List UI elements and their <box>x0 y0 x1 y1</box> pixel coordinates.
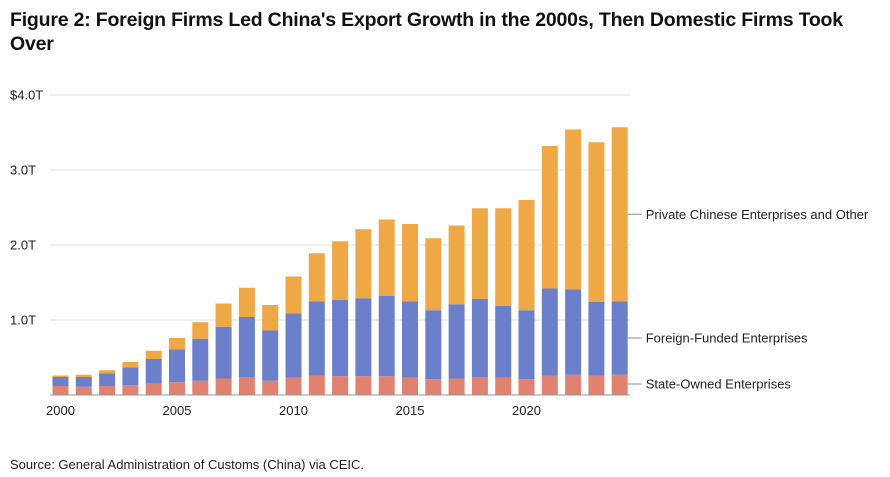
bar-segment <box>425 238 442 311</box>
bar-segment <box>238 317 255 377</box>
bar-segment <box>145 359 162 384</box>
bar-segment <box>308 301 325 376</box>
bar-segment <box>588 142 605 302</box>
x-tick-label: 2020 <box>512 403 541 418</box>
bar-segment <box>238 377 255 395</box>
bar-segment <box>285 276 302 314</box>
bar-segment <box>285 377 302 395</box>
x-tick-label: 2005 <box>163 403 192 418</box>
bar-series <box>52 127 628 395</box>
bar-segment <box>495 208 512 306</box>
bar-segment <box>99 370 116 374</box>
bar-segment <box>169 382 185 395</box>
bar-segment <box>565 129 582 290</box>
legend: State-Owned Enterprises Foreign-Funded En… <box>627 207 869 392</box>
bar-segment <box>169 338 185 350</box>
bar-segment <box>75 386 92 395</box>
bar-segment <box>192 380 209 395</box>
bar-segment <box>425 310 442 380</box>
bar-segment <box>425 379 442 395</box>
bar-segment <box>192 322 209 339</box>
bar-segment <box>518 200 535 311</box>
bar-segment <box>75 377 92 387</box>
chart-title: Figure 2: Foreign Firms Led China's Expo… <box>10 8 885 56</box>
y-tick-label: 3.0T <box>10 163 36 178</box>
bar-segment <box>495 377 512 395</box>
bar-segment <box>355 376 372 395</box>
bar-segment <box>99 386 116 395</box>
bar-segment <box>332 376 349 395</box>
bar-segment <box>402 224 418 302</box>
bar-segment <box>355 298 372 377</box>
bar-segment <box>52 375 69 377</box>
bar-segment <box>378 376 395 395</box>
bar-segment <box>215 326 232 379</box>
bar-segment <box>332 241 349 300</box>
bar-segment <box>192 338 209 381</box>
legend-label: Private Chinese Enterprises and Other <box>646 207 869 222</box>
bar-segment <box>448 225 465 305</box>
bar-segment <box>611 127 628 302</box>
bar-segment <box>52 386 69 395</box>
bar-segment <box>122 367 139 386</box>
bar-segment <box>238 287 255 317</box>
bar-segment <box>378 296 395 377</box>
bar-segment <box>378 219 395 296</box>
bar-segment <box>308 253 325 302</box>
y-tick-label: 1.0T <box>10 313 36 328</box>
bar-segment <box>122 385 139 395</box>
bar-segment <box>145 383 162 395</box>
bar-segment <box>75 374 92 377</box>
y-tick-label: $4.0T <box>10 88 43 103</box>
bar-segment <box>541 146 558 289</box>
bar-segment <box>332 299 349 377</box>
bar-segment <box>495 305 512 378</box>
bar-segment <box>402 301 418 378</box>
bar-segment <box>402 377 418 395</box>
bar-segment <box>541 375 558 395</box>
axes: 1.0T 2.0T 3.0T $4.0T 2000 2005 2010 2015 2020 <box>10 88 630 418</box>
bar-segment <box>611 374 628 395</box>
legend-label: State-Owned Enterprises <box>646 377 792 392</box>
bar-segment <box>588 302 605 376</box>
bar-segment <box>262 305 279 331</box>
bar-segment <box>588 375 605 395</box>
bar-segment <box>541 288 558 376</box>
x-tick-label: 2000 <box>46 403 75 418</box>
bar-segment <box>448 304 465 379</box>
bar-segment <box>611 301 628 375</box>
bar-segment <box>565 289 582 375</box>
bar-segment <box>122 362 139 368</box>
x-tick-label: 2015 <box>396 403 425 418</box>
figure-title: Foreign Firms Led China's Export Growth … <box>10 9 843 55</box>
bar-segment <box>448 378 465 395</box>
source-note: Source: General Administration of Custom… <box>10 457 365 472</box>
x-tick-label: 2010 <box>279 403 308 418</box>
bar-segment <box>471 299 488 377</box>
bar-segment <box>518 310 535 380</box>
bar-segment <box>145 350 162 359</box>
bar-segment <box>308 375 325 395</box>
bar-segment <box>99 373 116 386</box>
bar-segment <box>215 303 232 327</box>
bar-segment <box>52 377 69 386</box>
bar-segment <box>471 208 488 299</box>
bar-segment <box>262 330 279 381</box>
bar-segment <box>355 229 372 299</box>
bar-segment <box>565 374 582 395</box>
bar-segment <box>169 349 185 383</box>
bar-segment <box>262 380 279 395</box>
legend-label: Foreign-Funded Enterprises <box>646 331 808 346</box>
bar-segment <box>215 378 232 395</box>
bar-segment <box>285 313 302 378</box>
figure-number: Figure 2: <box>10 9 91 31</box>
bar-segment <box>518 379 535 395</box>
y-tick-label: 2.0T <box>10 238 36 253</box>
bar-segment <box>471 377 488 395</box>
